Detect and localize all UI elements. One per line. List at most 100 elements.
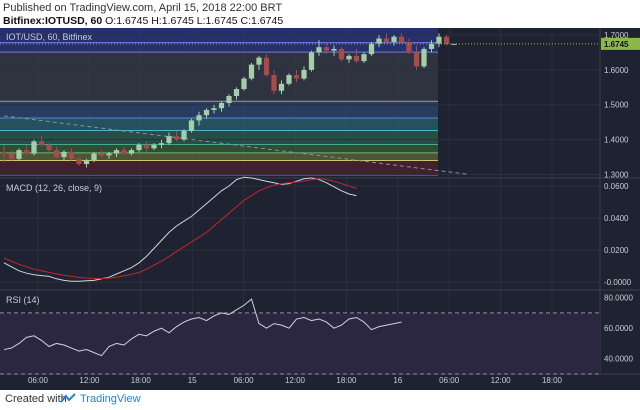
candle-body (16, 150, 22, 159)
symbol-label: Bitfinex:IOTUSD, 60 (3, 15, 103, 27)
candle-body (91, 153, 97, 161)
candle-body (106, 153, 112, 156)
last-price-label-bg (601, 37, 640, 50)
time-axis-tick: 06:00 (234, 376, 255, 385)
candle-body (83, 160, 90, 165)
price-pane-title: IOT/USD, 60, Bitfinex (6, 32, 93, 42)
published-line: Published on TradingView.com, April 15, … (3, 2, 283, 14)
candle-body (61, 151, 67, 158)
macd-series-1 (3, 178, 357, 279)
rsi-axis-tick: 40.0000 (604, 355, 633, 364)
last-price-label: 1.6745 (604, 40, 629, 49)
candle-body (398, 36, 405, 42)
symbol-line: Bitfinex:IOTUSD, 60 O:1.6745 H:1.6745 L:… (3, 15, 283, 27)
tradingview-brand: TradingView (80, 393, 141, 405)
candle-body (53, 150, 60, 158)
fib-band (0, 42, 438, 53)
candle-body (98, 153, 105, 156)
rsi-pane-title: RSI (14) (6, 295, 40, 305)
fib-band (0, 144, 438, 153)
fib-band (0, 130, 438, 145)
fib-band (0, 118, 438, 131)
time-axis-tick: 06:00 (28, 376, 49, 385)
candle-body (68, 151, 75, 159)
candle-body (136, 144, 142, 151)
candle-body (203, 109, 210, 116)
candle-body (181, 130, 187, 140)
created-with-text: Created with (5, 393, 67, 405)
candle-body (128, 150, 135, 154)
time-axis-tick: 18:00 (131, 376, 152, 385)
fib-band (0, 52, 438, 102)
macd-axis-tick: 0.0400 (604, 214, 629, 223)
candle-body (31, 141, 37, 154)
candle-body (158, 143, 165, 145)
time-axis-tick: 18:00 (542, 376, 563, 385)
time-axis-tick: 06:00 (439, 376, 460, 385)
rsi-band (0, 312, 600, 374)
candle-body (301, 69, 307, 79)
candle-body (308, 52, 315, 70)
time-axis-tick: 15 (188, 376, 197, 385)
candle-body (121, 150, 127, 154)
candle-body (331, 48, 337, 51)
rsi-axis-tick: 80.0000 (604, 294, 633, 303)
candle-body (211, 108, 217, 110)
trendline (3, 115, 470, 176)
candle-body (256, 57, 262, 65)
price-axis-tick: 1.3000 (604, 171, 629, 180)
candle-body (226, 96, 232, 103)
candle-body (353, 55, 360, 62)
candle-body (383, 38, 390, 42)
candle-body (188, 120, 195, 131)
candle-body (218, 103, 225, 109)
candle-body (1, 151, 7, 154)
footer: Created with TradingView (0, 390, 640, 410)
macd-series-0 (3, 176, 357, 282)
candle-body (391, 36, 397, 42)
candle-body (286, 75, 292, 84)
rsi-axis-tick: 60.0000 (604, 324, 633, 333)
time-axis-tick: 12:00 (285, 376, 306, 385)
candle-body (143, 144, 150, 149)
candle-body (346, 55, 352, 60)
candle-body (278, 83, 285, 91)
candle-body (338, 48, 345, 60)
candle-body (173, 136, 180, 140)
rsi-series-0 (3, 298, 402, 357)
time-axis-tick: 18:00 (336, 376, 357, 385)
time-axis-tick: 16 (393, 376, 402, 385)
candle-body (113, 150, 120, 154)
candle-body (263, 57, 270, 76)
macd-axis-tick: 0.0600 (604, 182, 629, 191)
time-axis-tick: 12:00 (491, 376, 512, 385)
fib-band (0, 152, 438, 161)
candle-body (166, 136, 172, 144)
candle-body (38, 141, 45, 145)
price-axis-tick: 1.4000 (604, 136, 629, 145)
macd-axis-tick: -0.0000 (604, 278, 632, 287)
candle-body (271, 75, 277, 91)
price-axis-tick: 1.7000 (604, 31, 629, 40)
candle-body (196, 115, 202, 121)
candle-body (233, 89, 240, 97)
candle-body (406, 41, 412, 53)
price-axis-tick: 1.6000 (604, 66, 629, 75)
fib-band (0, 160, 438, 176)
candle-body (248, 64, 255, 79)
candle-body (293, 75, 300, 79)
candle-body (8, 153, 15, 159)
candle-body (46, 144, 52, 151)
candle-body (376, 38, 382, 44)
time-axis-tick: 12:00 (79, 376, 100, 385)
price-axis-tick: 1.5000 (604, 101, 629, 110)
candle-body (428, 43, 435, 49)
candle-body (368, 43, 375, 55)
candle-body (421, 48, 427, 67)
candle-body (151, 144, 157, 149)
candle-body (76, 158, 82, 165)
candle-body (436, 36, 442, 44)
ohlc-values: O:1.6745 H:1.6745 L:1.6745 C:1.6745 (105, 15, 284, 27)
candle-body (413, 52, 420, 67)
